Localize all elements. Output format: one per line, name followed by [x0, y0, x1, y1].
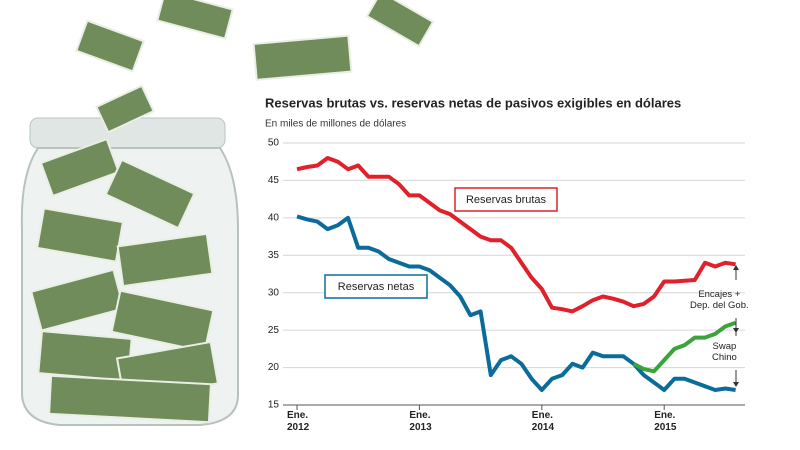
chart-title: Reservas brutas vs. reservas netas de pa…: [265, 95, 681, 110]
y-tick-label: 35: [268, 250, 280, 261]
x-tick-label: Ene. 2012: [287, 410, 310, 433]
y-tick-label: 50: [268, 138, 280, 149]
banknotes: [30, 0, 435, 424]
y-tick-label: 20: [268, 362, 280, 373]
x-tick-label: Ene. 2013: [409, 410, 432, 433]
x-tick-label: Ene. 2015: [654, 410, 677, 433]
legend-box: [454, 187, 558, 212]
annotation: Swap Chino: [712, 341, 737, 363]
y-tick-label: 45: [268, 175, 280, 186]
legend-label: Reservas brutas: [466, 194, 547, 206]
chart-subtitle: En miles de millones de dólares: [265, 119, 406, 130]
y-tick-label: 30: [268, 287, 280, 298]
legend-label: Reservas netas: [338, 281, 415, 293]
jar-illustration: [20, 0, 435, 426]
y-tick-label: 25: [268, 325, 280, 336]
series-line: [296, 214, 736, 392]
series-line: [632, 320, 737, 374]
annotation-arrow-head: [733, 382, 739, 387]
x-tick-label: Ene. 2014: [531, 410, 555, 433]
legend-box: [324, 274, 428, 299]
y-tick-label: 40: [268, 212, 280, 223]
y-tick-label: 15: [268, 400, 280, 411]
annotation-arrow-head: [733, 265, 739, 270]
series-line: [296, 156, 736, 314]
annotation: Encajes + Dep. del Gob.: [690, 289, 749, 311]
